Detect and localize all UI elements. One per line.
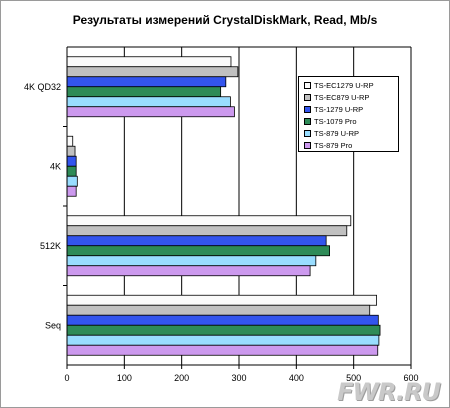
- bar-4k-4: [66, 175, 78, 187]
- legend-swatch: [304, 81, 311, 89]
- x-tick-label: 600: [403, 373, 418, 383]
- x-tick-label: 100: [117, 373, 132, 383]
- legend-item: TS-879 Pro: [304, 139, 398, 151]
- bar-seq-3: [66, 324, 381, 336]
- bar-512k-0: [66, 215, 352, 227]
- bar-seq-1: [66, 304, 371, 316]
- legend-swatch: [304, 141, 311, 149]
- legend-swatch: [304, 93, 311, 101]
- x-tick-label: 300: [231, 373, 246, 383]
- legend-item: TS-EC1279 U-RP: [304, 79, 398, 91]
- legend-swatch: [304, 129, 311, 137]
- bar-512k-3: [66, 245, 330, 257]
- legend-swatch: [304, 105, 311, 113]
- bar-4k-qd32-4: [66, 96, 231, 108]
- legend-label: TS-879 Pro: [314, 140, 353, 150]
- legend-swatch: [304, 117, 311, 125]
- x-tick-label: 200: [174, 373, 189, 383]
- y-tick-label: 4K: [50, 161, 61, 171]
- bar-512k-5: [66, 265, 311, 277]
- legend-item: TS-EC879 U-RP: [304, 91, 398, 103]
- bar-4k-5: [66, 185, 77, 197]
- legend-item: TS-1279 U-RP: [304, 103, 398, 115]
- legend-item: TS-1079 Pro: [304, 115, 398, 127]
- legend-label: TS-1279 U-RP: [314, 104, 364, 114]
- bar-512k-1: [66, 225, 348, 237]
- bar-seq-5: [66, 344, 379, 356]
- legend-label: TS-EC1279 U-RP: [314, 80, 374, 90]
- legend-label: TS-879 U-RP: [314, 128, 360, 138]
- watermark-logo: FWR.RU: [337, 378, 441, 406]
- bar-512k-2: [66, 235, 327, 247]
- bar-4k-1: [66, 145, 76, 157]
- bar-seq-2: [66, 314, 379, 326]
- bar-seq-0: [66, 294, 378, 306]
- bar-4k-0: [66, 135, 74, 147]
- bar-seq-4: [66, 334, 380, 346]
- legend-label: TS-EC879 U-RP: [314, 92, 370, 102]
- y-tick-label: Seq: [45, 320, 61, 330]
- x-tick-label: 500: [346, 373, 361, 383]
- bar-4k-qd32-2: [66, 76, 227, 88]
- bar-4k-qd32-3: [66, 86, 222, 98]
- legend-label: TS-1079 Pro: [314, 116, 357, 126]
- bar-4k-qd32-1: [66, 66, 239, 78]
- bar-4k-qd32-5: [66, 106, 235, 118]
- chart-legend: TS-EC1279 U-RP TS-EC879 U-RP TS-1279 U-RP T…: [298, 76, 399, 152]
- bar-4k-2: [66, 155, 77, 167]
- bar-512k-4: [66, 255, 317, 267]
- y-tick-label: 512K: [40, 241, 61, 251]
- bar-4k-qd32-0: [66, 56, 232, 68]
- y-tick-label: 4K QD32: [24, 82, 61, 92]
- x-tick-label: 400: [289, 373, 304, 383]
- chart-title: Результаты измерений CrystalDiskMark, Re…: [72, 13, 378, 27]
- legend-item: TS-879 U-RP: [304, 127, 398, 139]
- bar-4k-3: [66, 165, 77, 177]
- x-tick-label: 0: [64, 373, 69, 383]
